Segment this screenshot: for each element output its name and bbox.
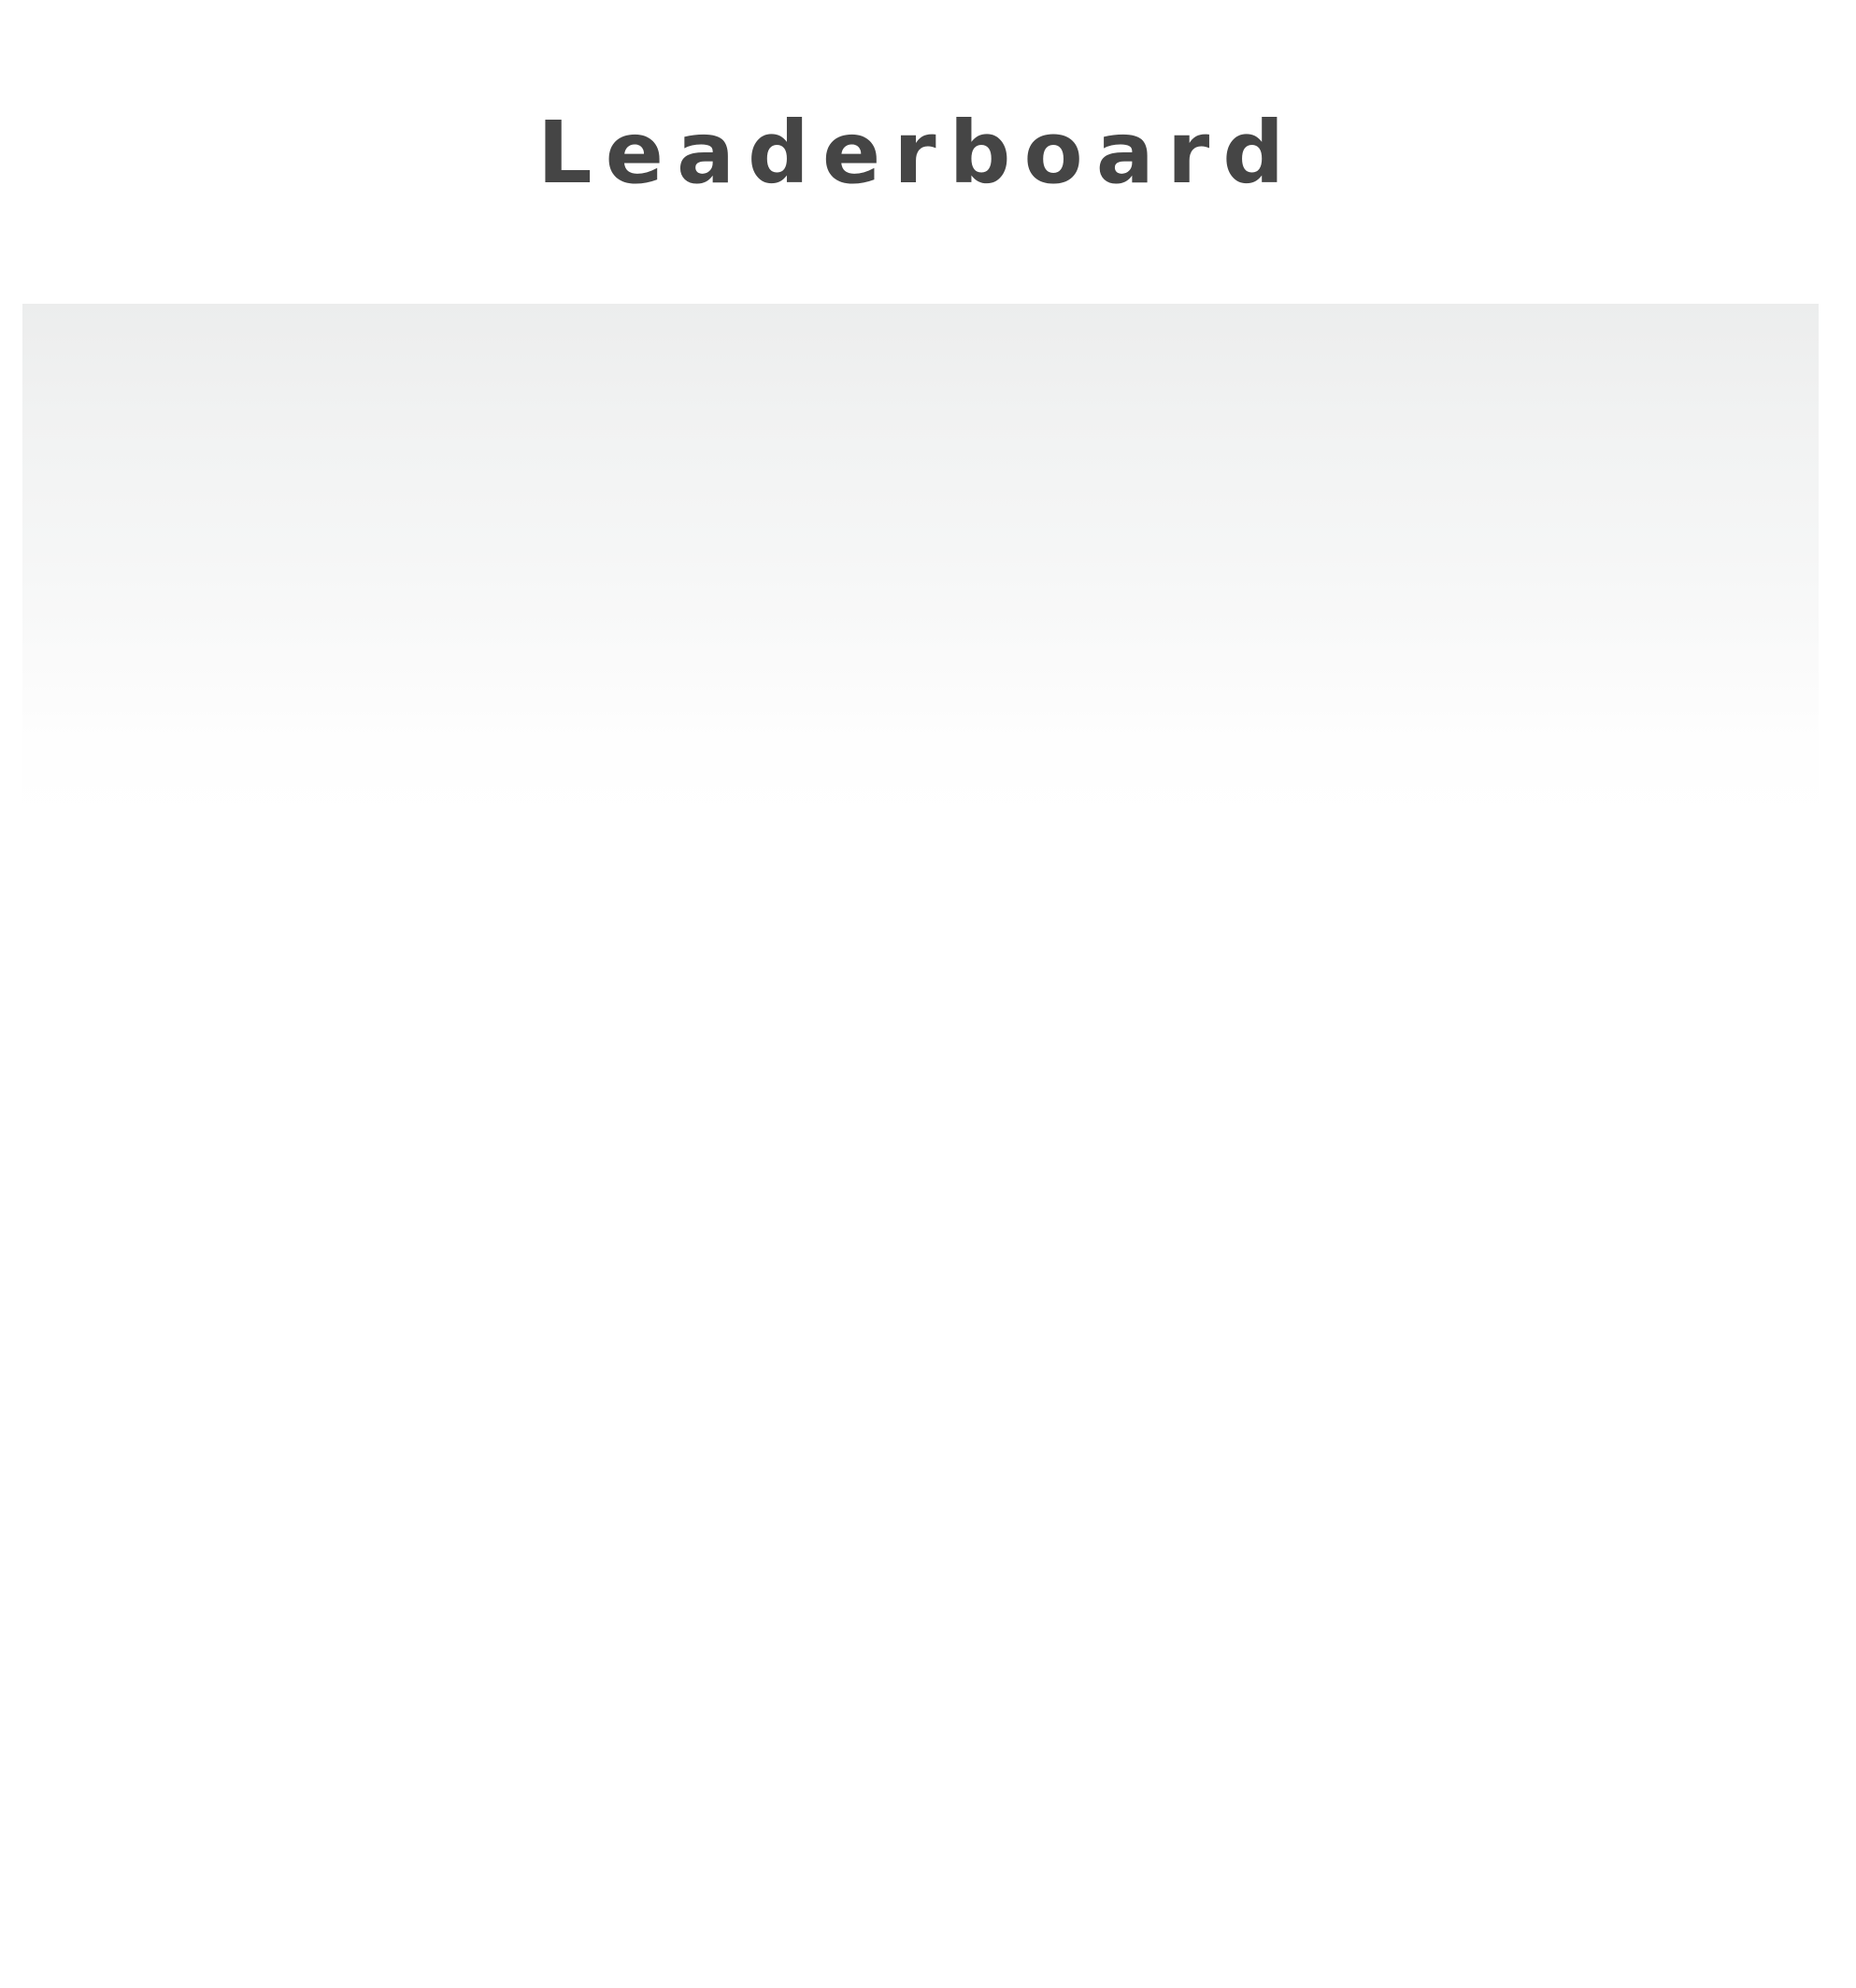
leaderboard-panel bbox=[22, 304, 1819, 1988]
page-title: Leaderboard bbox=[536, 103, 1298, 203]
